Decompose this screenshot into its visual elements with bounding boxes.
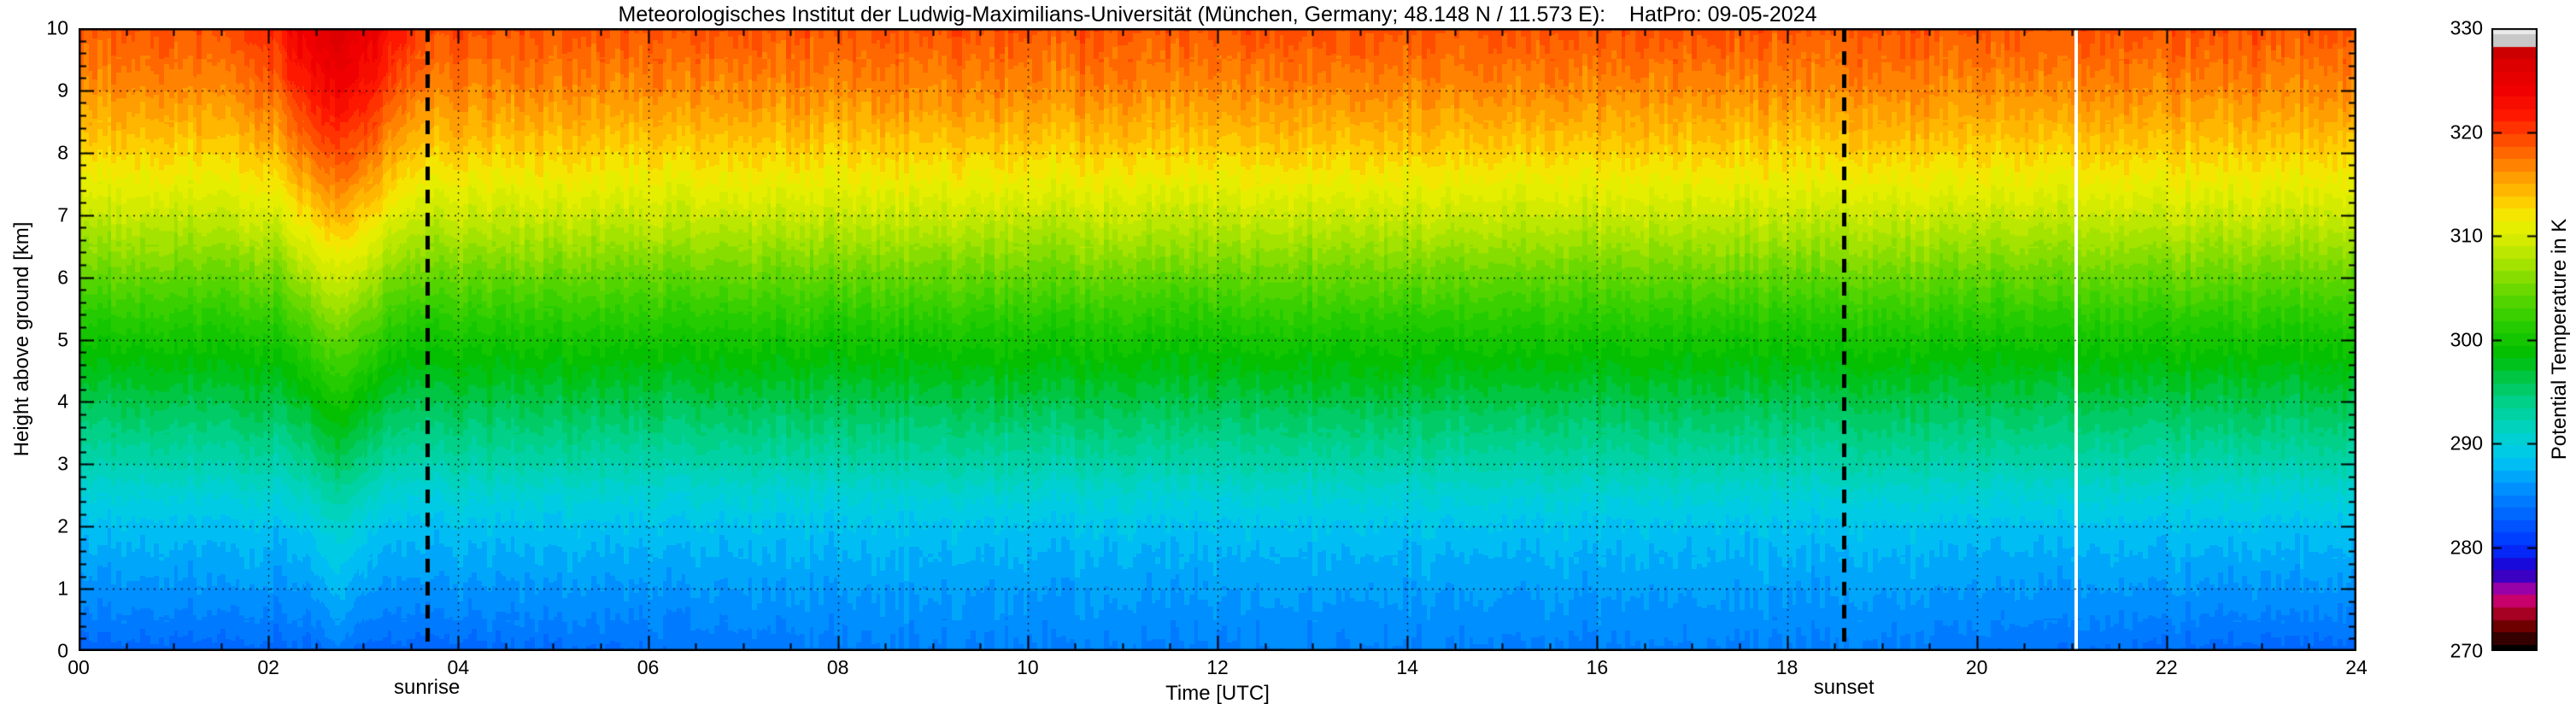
y-tick-label: 1 <box>57 577 68 600</box>
y-tick-label: 3 <box>57 452 68 475</box>
x-tick-label: 16 <box>1586 656 1609 678</box>
sunrise-label: sunrise <box>393 676 461 699</box>
x-tick-label: 18 <box>1775 656 1799 678</box>
x-axis-label: Time [UTC] <box>1165 682 1270 704</box>
x-tick-label: 02 <box>257 656 279 678</box>
x-tick-label: 04 <box>447 656 470 678</box>
y-tick-label: 2 <box>57 514 68 537</box>
y-tick-label: 9 <box>57 79 68 102</box>
colorbar-tick-label: 270 <box>2450 639 2483 662</box>
x-tick-label: 00 <box>67 656 90 678</box>
x-tick-label: 22 <box>2156 656 2178 678</box>
plot-overlay-canvas <box>79 28 2356 651</box>
y-tick-label: 0 <box>57 639 68 662</box>
x-tick-label: 06 <box>637 656 660 678</box>
colorbar-tick-label: 310 <box>2450 224 2483 247</box>
y-axis-label: Height above ground [km] <box>10 221 33 457</box>
y-tick-label: 8 <box>57 141 68 164</box>
sunset-label: sunset <box>1813 676 1875 699</box>
chart-title: Meteorologisches Institut der Ludwig-Max… <box>618 3 1817 26</box>
x-tick-label: 14 <box>1396 656 1418 678</box>
x-tick-label: 12 <box>1206 656 1229 678</box>
colorbar-label: Potential Temperature in K <box>2548 218 2571 461</box>
y-tick-label: 6 <box>57 266 68 289</box>
colorbar-tick-label: 290 <box>2450 431 2483 455</box>
colorbar-tick-label: 320 <box>2450 120 2483 143</box>
y-tick-label: 7 <box>57 203 68 226</box>
x-tick-label: 24 <box>2345 656 2368 678</box>
colorbar-tick-label: 330 <box>2450 16 2483 39</box>
x-tick-label: 08 <box>826 656 849 678</box>
y-tick-label: 10 <box>46 16 68 39</box>
x-tick-label: 20 <box>1965 656 1988 678</box>
y-tick-label: 4 <box>57 390 68 413</box>
colorbar-tick-label: 300 <box>2450 328 2483 350</box>
colorbar-tick-label: 280 <box>2450 536 2483 558</box>
y-tick-label: 5 <box>57 328 68 350</box>
colorbar <box>2491 28 2538 651</box>
x-tick-label: 10 <box>1017 656 1039 678</box>
